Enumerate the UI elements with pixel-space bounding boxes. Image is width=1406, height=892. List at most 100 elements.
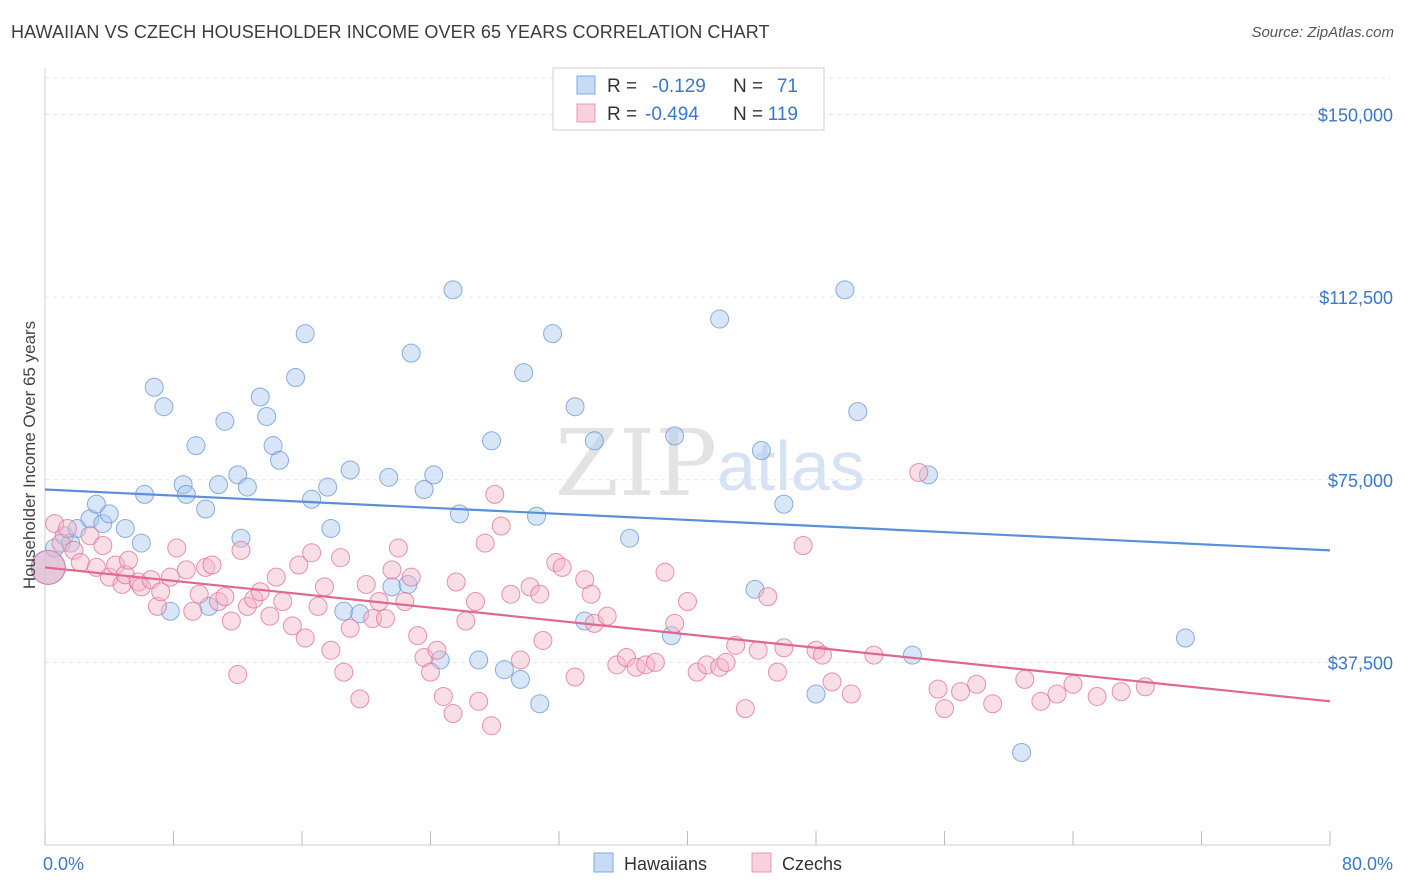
czech-point <box>812 645 832 665</box>
czech-point <box>350 689 370 709</box>
hawaiian-point <box>620 528 640 548</box>
legend-r-label-hawaiians: R = <box>607 76 637 97</box>
hawaiian-point <box>806 684 826 704</box>
hawaiian-point <box>208 475 228 495</box>
czech-point <box>45 514 65 534</box>
hawaiian-point <box>401 343 421 363</box>
czech-point <box>710 657 730 677</box>
czech-point <box>376 609 396 629</box>
legend-r-value-hawaiians: -0.129 <box>652 76 706 97</box>
hawaiian-point <box>469 650 489 670</box>
hawaiian-point <box>414 480 434 500</box>
czech-point <box>645 652 665 672</box>
czech-point <box>1111 682 1131 702</box>
czech-point <box>208 592 228 612</box>
x-tick-label-min: 0.0% <box>43 854 84 874</box>
czech-point <box>356 574 376 594</box>
czech-point <box>119 550 139 570</box>
bottom-legend-swatch-czechs <box>751 852 772 873</box>
czech-point <box>469 691 489 711</box>
hawaiian-point <box>186 436 206 456</box>
trend-line-hawaiians <box>44 488 1331 552</box>
hawaiian-point <box>482 431 502 451</box>
czech-point <box>176 560 196 580</box>
czech-point <box>456 611 476 631</box>
czech-point <box>655 562 675 582</box>
czech-point <box>57 518 77 538</box>
czech-point <box>793 536 813 556</box>
hawaiian-point <box>835 280 855 300</box>
czech-point <box>735 699 755 719</box>
czech-point <box>401 567 421 587</box>
czech-point <box>331 548 351 568</box>
czech-point <box>616 648 636 668</box>
hawaiian-point <box>321 518 341 538</box>
correlation-legend: R = -0.129 N = 71 R = -0.494 N = 119 <box>552 67 825 131</box>
czech-point <box>273 592 293 612</box>
czech-point <box>935 699 954 719</box>
czech-point <box>687 662 707 682</box>
czech-point <box>321 640 341 660</box>
czech-point <box>767 662 787 682</box>
czech-point <box>408 626 428 646</box>
czech-point <box>1015 669 1035 689</box>
czech-point <box>260 606 280 626</box>
czech-point <box>189 584 209 604</box>
hawaiian-point <box>160 601 180 621</box>
hawaiian-point <box>1175 628 1195 648</box>
czech-point <box>308 596 328 616</box>
czech-point <box>485 484 505 504</box>
hawaiian-point <box>350 604 370 624</box>
czech-point <box>382 560 402 580</box>
czech-point <box>1087 686 1107 706</box>
czech-point <box>93 536 113 556</box>
hawaiian-point <box>270 450 290 470</box>
czech-point <box>237 596 257 616</box>
hawaiian-point <box>751 441 771 461</box>
czech-point <box>806 640 826 660</box>
hawaiian-point <box>424 465 444 485</box>
watermark-atlas: atlas <box>717 427 865 505</box>
czech-point <box>421 662 440 682</box>
hawaiian-point <box>286 367 306 387</box>
czech-point <box>395 592 415 612</box>
hawaiian-point <box>1012 742 1032 762</box>
czech-point <box>215 587 235 607</box>
legend-r-value-czechs: -0.494 <box>645 104 699 125</box>
legend-n-value-hawaiians: 71 <box>777 76 798 97</box>
czech-point <box>147 596 167 616</box>
hawaiian-point <box>530 694 550 714</box>
czech-point <box>334 662 354 682</box>
czech-point <box>231 540 251 560</box>
czech-point <box>314 577 334 597</box>
czech-point <box>822 672 842 692</box>
czech-point <box>160 567 180 587</box>
czech-point <box>607 655 627 675</box>
czech-point <box>183 601 203 621</box>
czech-point <box>565 667 585 687</box>
hawaiian-point <box>99 504 119 524</box>
czech-point <box>520 577 540 597</box>
y-tick-label: $37,500 <box>1328 653 1393 673</box>
czech-point <box>546 553 566 573</box>
hawaiian-point <box>710 309 730 329</box>
hawaiian-point <box>848 402 868 422</box>
czech-point <box>533 630 553 650</box>
czech-point <box>758 587 778 607</box>
watermark-zip: ZIP <box>555 410 717 517</box>
hawaiian-point <box>527 506 547 526</box>
czech-point <box>433 686 453 706</box>
y-tick-label: $112,500 <box>1319 288 1393 308</box>
hawaiian-point <box>510 669 530 689</box>
hawaiian-point <box>154 397 174 417</box>
hawaiian-point <box>665 426 685 446</box>
czech-point <box>80 526 100 546</box>
hawaiian-point <box>144 377 164 397</box>
czech-point <box>282 616 302 636</box>
czech-point <box>1063 674 1083 694</box>
czech-point <box>340 618 360 638</box>
axes <box>44 68 1331 846</box>
czech-point <box>151 582 171 602</box>
czech-point <box>510 650 530 670</box>
bottom-legend-label-hawaiians: Hawaiians <box>624 854 707 874</box>
